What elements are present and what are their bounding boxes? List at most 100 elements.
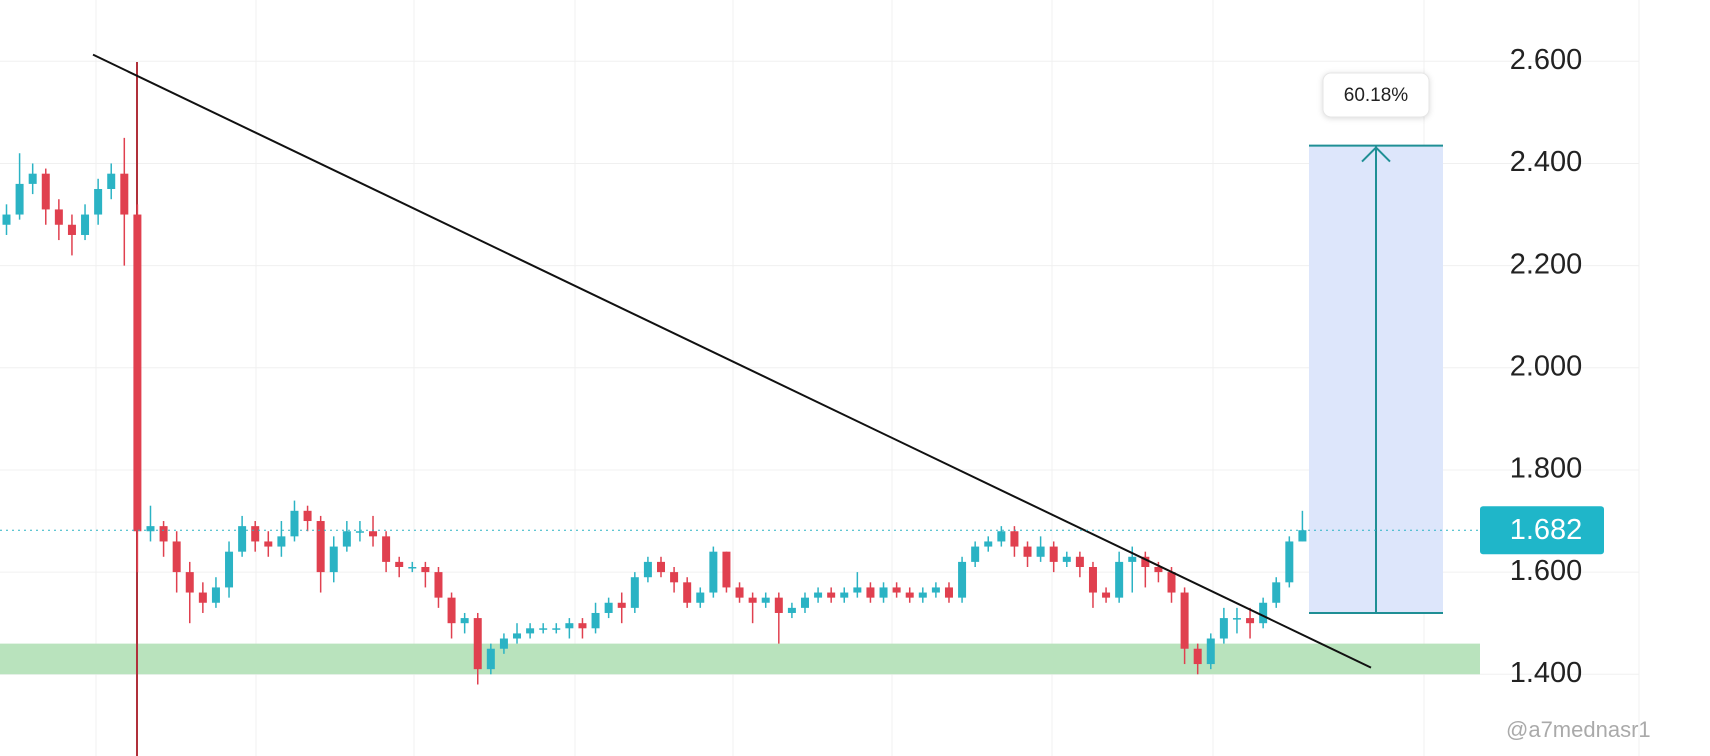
- last-price-label: 1.682: [1510, 514, 1583, 546]
- candle-body: [984, 541, 993, 547]
- candle-body: [1167, 572, 1176, 593]
- candle-body: [1010, 531, 1019, 547]
- candle-body: [958, 561, 967, 598]
- candle-body: [1285, 541, 1294, 583]
- candle-body: [290, 510, 299, 537]
- y-axis: 1.400 1.600 1.800 2.000 2.200 2.400 2.600 1.682: [1480, 44, 1604, 689]
- candle-body: [486, 648, 495, 670]
- candle-body: [264, 541, 273, 547]
- candle-body: [1219, 618, 1228, 639]
- candle-body: [1075, 556, 1084, 567]
- trendline: [92, 53, 1372, 669]
- y-tick-label: 2.400: [1510, 146, 1583, 178]
- candle-body: [107, 173, 116, 189]
- candle-body: [473, 618, 482, 670]
- measure-label: 60.18%: [1344, 85, 1409, 106]
- candle-body: [657, 561, 665, 573]
- candle-body: [499, 638, 508, 649]
- candle-body: [709, 551, 718, 593]
- candle-body: [1102, 592, 1111, 598]
- candle-body: [1049, 546, 1058, 562]
- y-tick-label: 1.800: [1510, 453, 1583, 485]
- candle-body: [630, 577, 639, 608]
- candle-body: [355, 531, 364, 533]
- candle-body: [94, 189, 103, 215]
- candle-body: [526, 628, 535, 634]
- candle-body: [447, 597, 456, 624]
- last-price-box: [1480, 506, 1604, 555]
- candle-body: [722, 551, 731, 588]
- candle-body: [696, 592, 705, 603]
- candle-body: [997, 531, 1006, 542]
- watermark: @a7mednasr1: [1506, 717, 1651, 742]
- candle-body: [133, 214, 142, 532]
- candle-body: [1088, 567, 1097, 593]
- measure-label-box: [1322, 72, 1430, 118]
- candle-body: [931, 587, 940, 593]
- candle-body: [172, 541, 181, 573]
- candle-body: [15, 183, 24, 215]
- candle-body: [28, 173, 37, 184]
- y-tick-label: 2.600: [1510, 44, 1583, 76]
- candle-body: [238, 526, 247, 552]
- candle-body: [918, 592, 927, 598]
- candle-body: [1036, 546, 1045, 557]
- candle-body: [303, 510, 312, 522]
- candle-body: [892, 587, 901, 593]
- overlay: 60.18%: [0, 53, 1480, 669]
- candle-body: [211, 587, 220, 603]
- candle-body: [670, 572, 679, 583]
- candle-body: [198, 592, 207, 603]
- candle-body: [460, 618, 469, 624]
- candle-body: [120, 173, 129, 215]
- candle-body: [787, 607, 796, 613]
- candle-body: [316, 521, 325, 573]
- candle-body: [369, 531, 378, 537]
- candle-body: [735, 587, 744, 598]
- candle-body: [827, 592, 836, 598]
- candle-body: [1193, 648, 1202, 665]
- candle-body: [1246, 618, 1255, 624]
- candle-body: [683, 582, 692, 603]
- candle-body: [67, 224, 76, 235]
- candle-body: [329, 546, 338, 573]
- candle-body: [1023, 546, 1032, 557]
- candle-body: [1206, 638, 1215, 665]
- candle-body: [552, 628, 561, 630]
- candle-body: [41, 173, 50, 210]
- candle-body: [853, 587, 862, 593]
- candle-body: [434, 572, 443, 598]
- candle-body: [578, 623, 587, 629]
- candle-body: [2, 214, 11, 225]
- candles: [2, 137, 1307, 685]
- candle-body: [866, 587, 875, 598]
- candle-body: [905, 592, 914, 598]
- candle-body: [539, 628, 548, 630]
- candle-body: [814, 592, 823, 598]
- y-tick-label: 1.600: [1510, 555, 1583, 587]
- arrow-head: [1361, 146, 1391, 163]
- candle-body: [408, 567, 417, 569]
- candle-body: [185, 572, 194, 593]
- y-tick-label: 2.200: [1510, 248, 1583, 280]
- candle-body: [1232, 618, 1241, 620]
- candle-body: [159, 526, 168, 542]
- candle-body: [748, 597, 757, 603]
- candle-body: [382, 536, 391, 562]
- y-tick-label: 2.000: [1510, 350, 1583, 382]
- candle-body: [395, 561, 404, 567]
- candle-body: [1141, 556, 1150, 567]
- support-zone: [0, 643, 1480, 675]
- candle-body: [1154, 567, 1163, 573]
- candle-body: [1298, 530, 1307, 542]
- candle-body: [1128, 556, 1137, 562]
- candle-body: [643, 561, 652, 578]
- candle-body: [513, 633, 522, 639]
- candle-body: [761, 597, 770, 603]
- y-tick-label: 1.400: [1510, 657, 1583, 689]
- candle-body: [146, 526, 155, 532]
- candle-body: [774, 597, 783, 613]
- candle-body: [1062, 556, 1071, 562]
- candle-body: [971, 546, 980, 562]
